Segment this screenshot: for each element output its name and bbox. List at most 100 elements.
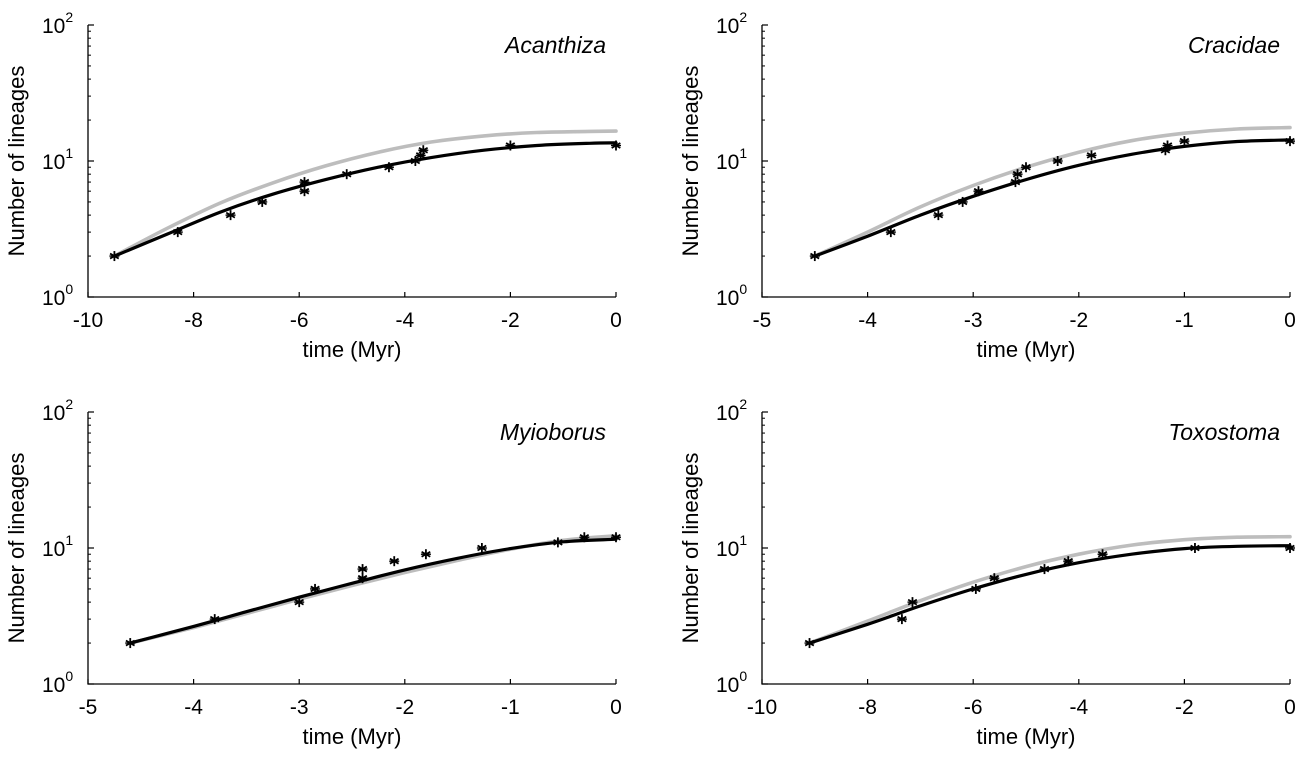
data-point — [310, 583, 321, 594]
axis-frame — [761, 25, 1290, 298]
y-tick-base: 10 — [42, 15, 65, 38]
y-tick-label: 101 — [42, 532, 73, 561]
data-point — [1097, 549, 1108, 560]
y-tick-base: 10 — [716, 15, 739, 38]
data-point — [933, 210, 944, 221]
y-tick-label: 101 — [716, 532, 747, 561]
x-tick-label: 0 — [610, 309, 622, 332]
data-point — [418, 145, 429, 156]
series-line-gray — [128, 534, 618, 645]
y-tick-base: 10 — [42, 151, 65, 174]
data-point — [1010, 177, 1021, 188]
data-point — [209, 614, 220, 625]
data-point — [299, 177, 310, 188]
y-tick-label: 102 — [42, 9, 73, 38]
y-tick-label: 102 — [716, 396, 747, 425]
y-tick-exponent: 2 — [739, 9, 747, 25]
data-point — [1021, 162, 1031, 173]
data-point — [804, 638, 815, 649]
data-point — [109, 251, 120, 262]
y-tick-exponent: 0 — [65, 668, 73, 684]
data-point — [1162, 140, 1173, 151]
series-line-black — [128, 537, 618, 645]
y-tick-exponent: 2 — [65, 9, 73, 25]
y-tick-label: 100 — [42, 281, 73, 310]
data-point — [383, 162, 394, 173]
y-axis-label: Number of lineages — [678, 453, 703, 644]
y-tick-exponent: 1 — [739, 145, 747, 161]
x-axis-label: time (Myr) — [303, 724, 402, 749]
y-tick-exponent: 1 — [65, 145, 73, 161]
data-point — [476, 543, 487, 553]
data-point — [579, 532, 590, 543]
y-tick-base: 10 — [42, 538, 65, 561]
data-point — [1052, 156, 1063, 166]
y-tick-exponent: 1 — [65, 532, 73, 548]
series-line-black — [813, 138, 1292, 258]
y-tick-base: 10 — [716, 674, 739, 697]
x-tick-label: -4 — [184, 696, 203, 719]
data-point — [809, 251, 820, 262]
series-line-gray — [813, 125, 1292, 258]
y-axis-label: Number of lineages — [678, 66, 703, 257]
y-tick-label: 101 — [716, 145, 747, 174]
x-tick-label: -6 — [964, 696, 983, 719]
y-tick-base: 10 — [716, 151, 739, 174]
data-point — [1189, 543, 1200, 553]
data-point — [420, 549, 431, 560]
x-tick-label: -3 — [290, 696, 309, 719]
data-point — [1179, 136, 1190, 147]
data-point — [294, 597, 305, 608]
y-tick-label: 100 — [716, 281, 747, 310]
series-line-gray — [807, 534, 1292, 645]
axis-frame — [87, 412, 616, 685]
x-tick-label: -10 — [747, 696, 777, 719]
y-tick-exponent: 2 — [739, 396, 747, 412]
data-point — [973, 186, 984, 197]
data-point — [957, 196, 968, 207]
y-tick-exponent: 0 — [65, 281, 73, 297]
x-tick-label: -3 — [964, 309, 983, 332]
x-tick-label: -8 — [858, 696, 877, 719]
data-point — [1063, 556, 1074, 567]
x-tick-label: 0 — [1284, 696, 1296, 719]
x-tick-label: -5 — [753, 309, 772, 332]
y-tick-base: 10 — [42, 674, 65, 697]
y-tick-label: 102 — [716, 9, 747, 38]
y-tick-label: 100 — [716, 668, 747, 697]
data-point — [357, 573, 368, 584]
data-point — [125, 638, 136, 649]
panel-title: Toxostoma — [1168, 419, 1280, 445]
data-point — [257, 196, 268, 207]
y-tick-base: 10 — [716, 402, 739, 425]
x-tick-label: -2 — [395, 696, 414, 719]
x-tick-label: -6 — [290, 309, 309, 332]
data-point — [410, 156, 421, 166]
data-point — [611, 532, 621, 543]
y-tick-exponent: 0 — [739, 281, 747, 297]
x-tick-label: 0 — [1284, 309, 1296, 332]
data-point — [552, 537, 563, 548]
panel-title: Acanthiza — [503, 32, 606, 58]
x-axis-label: time (Myr) — [977, 337, 1076, 362]
x-tick-label: -2 — [1175, 696, 1194, 719]
data-point — [299, 186, 310, 197]
y-tick-exponent: 2 — [65, 396, 73, 412]
data-point — [172, 227, 183, 238]
x-tick-label: -2 — [501, 309, 520, 332]
x-tick-label: -5 — [79, 696, 98, 719]
y-tick-base: 10 — [42, 287, 65, 310]
y-axis-label: Number of lineages — [4, 66, 29, 257]
data-point — [1012, 169, 1023, 180]
x-axis-label: time (Myr) — [303, 337, 402, 362]
data-point — [989, 573, 1000, 584]
y-axis-label: Number of lineages — [4, 453, 29, 644]
data-point — [225, 210, 236, 221]
axis-frame — [87, 25, 616, 298]
x-tick-label: -4 — [858, 309, 877, 332]
panel-title: Cracidae — [1188, 32, 1280, 58]
series-line-gray — [112, 129, 618, 258]
x-tick-label: -10 — [73, 309, 103, 332]
